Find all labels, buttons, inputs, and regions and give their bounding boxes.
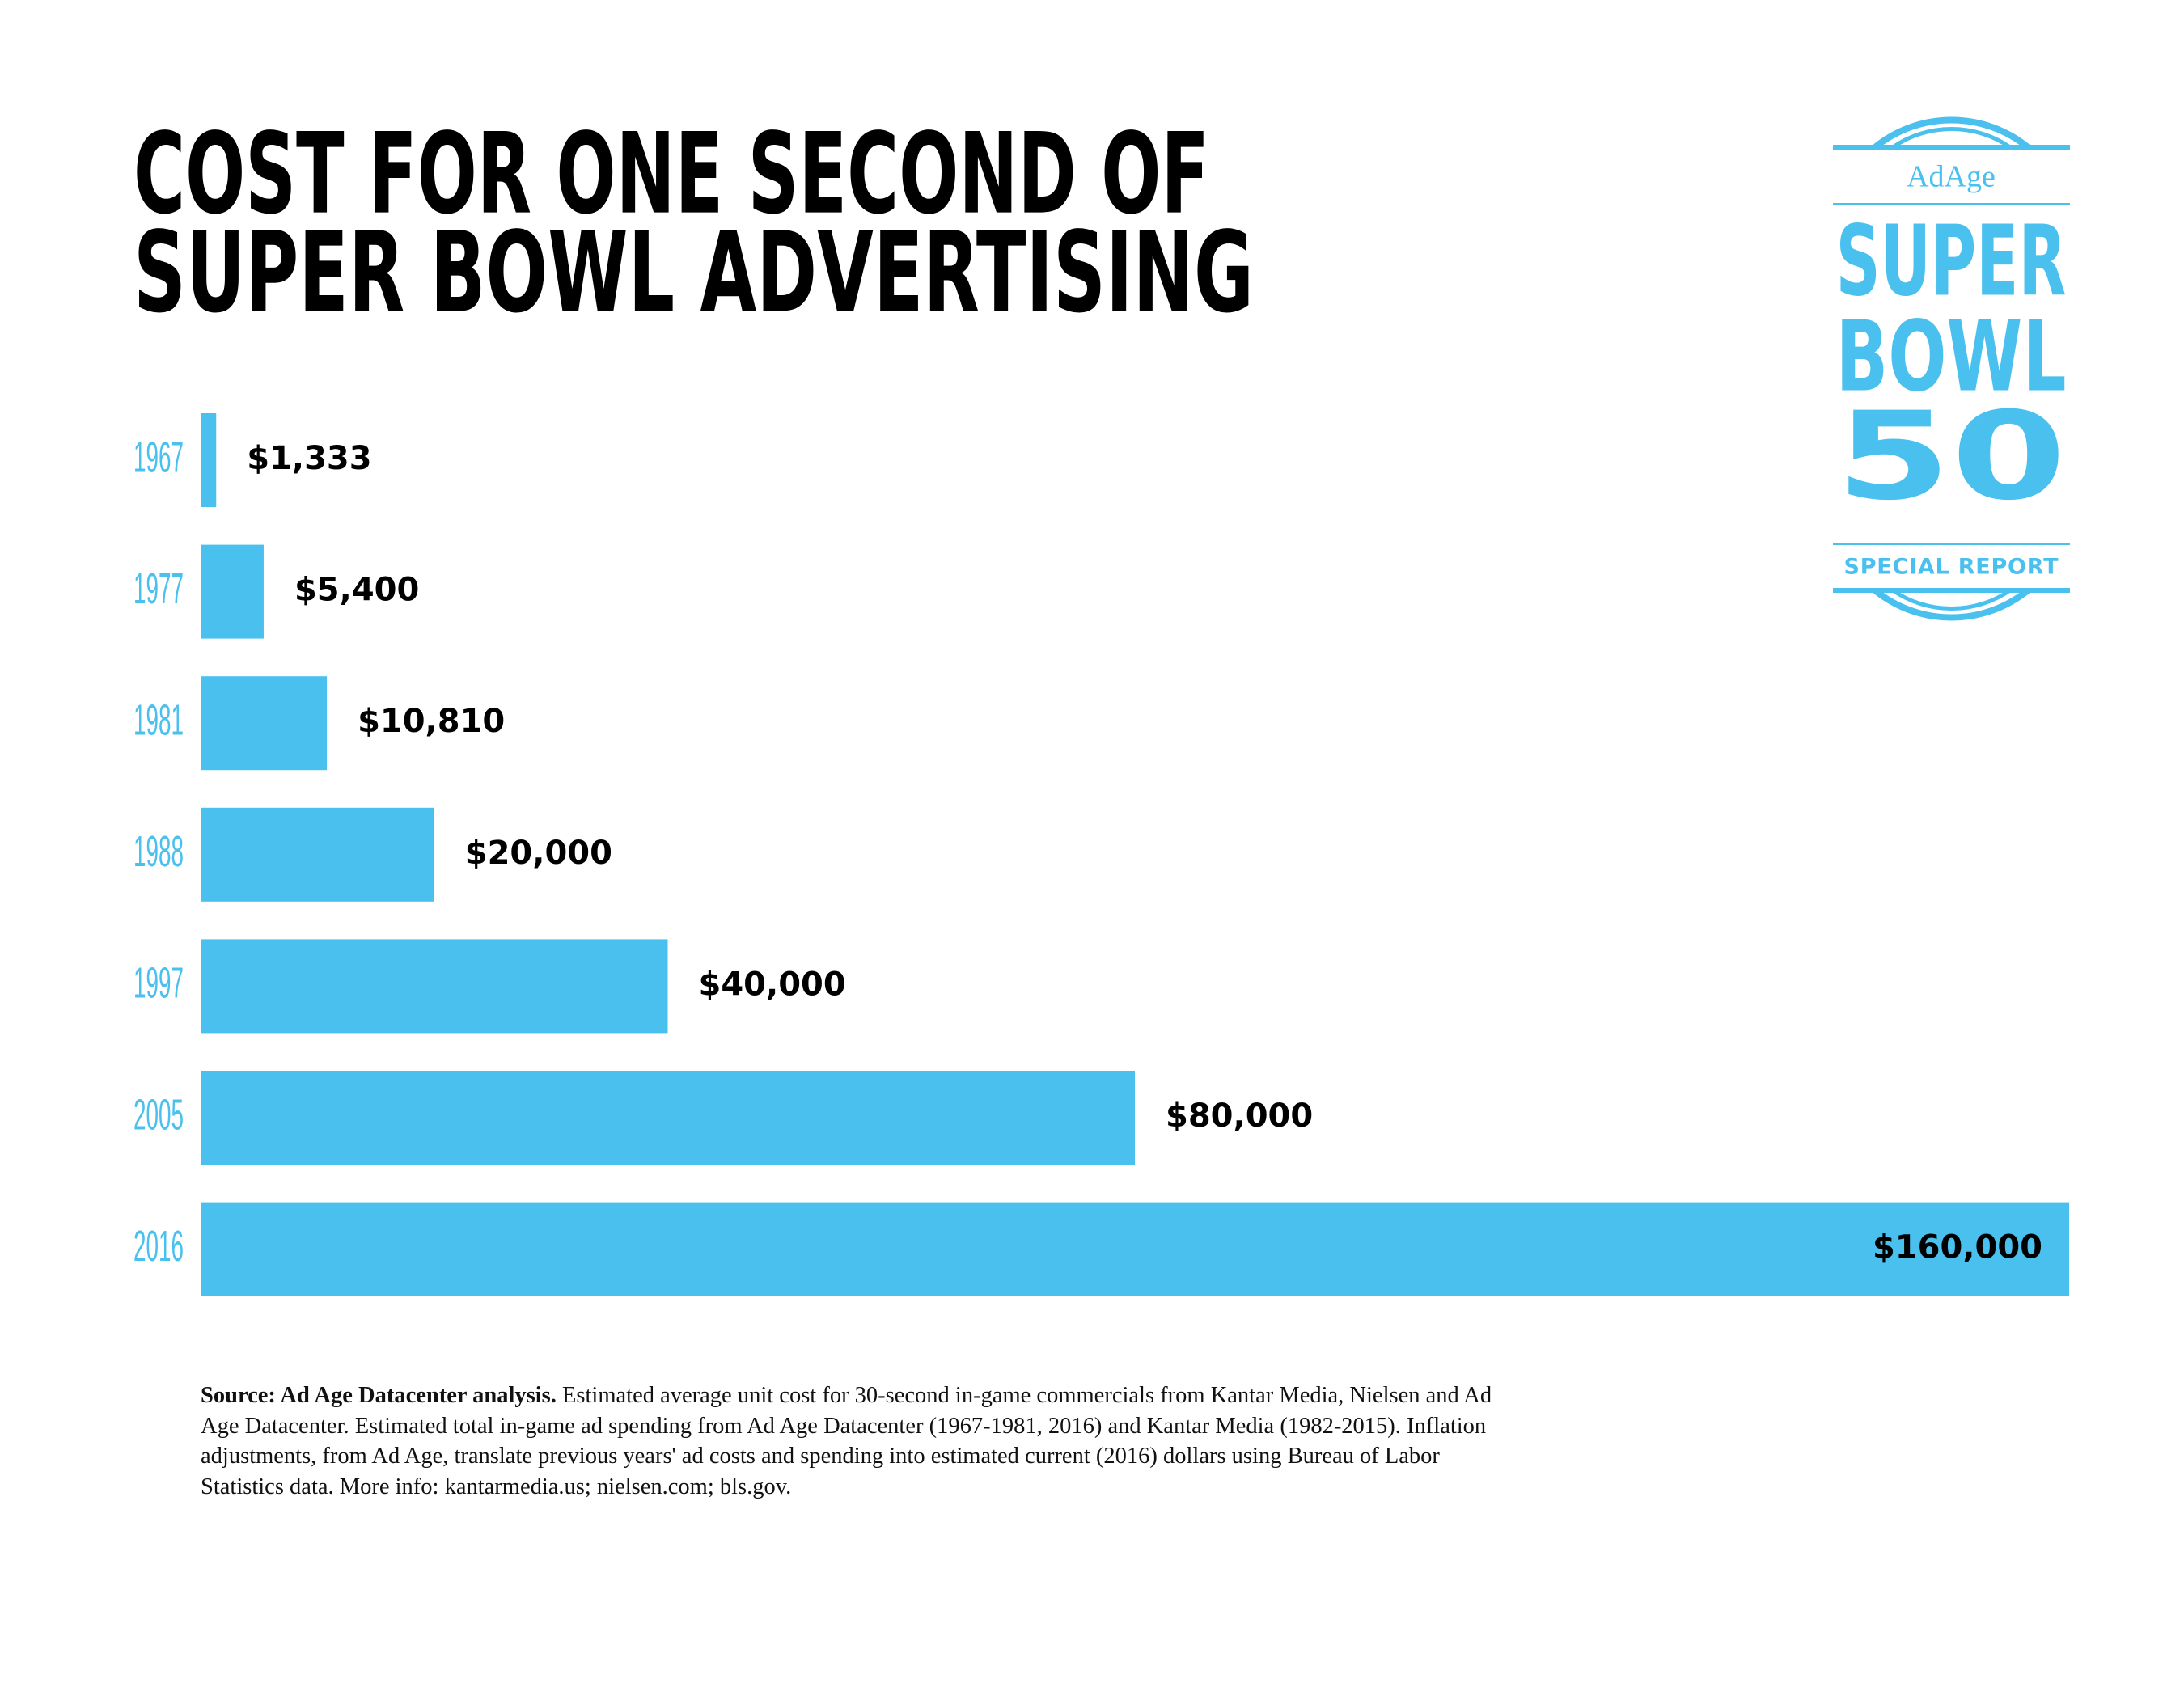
y-tick-label: 1977 [133,564,184,613]
bar [201,1202,2069,1296]
logo-brand: AdAge [1907,160,1996,194]
logo-tag: SPECIAL REPORT [1844,555,2059,580]
value-label: $160,000 [1873,1229,2042,1266]
value-label: $1,333 [247,440,371,477]
value-label: $5,400 [294,572,419,609]
y-tick-label: 1997 [133,959,184,1008]
source-lead: Source: Ad Age Datacenter analysis. [201,1383,557,1408]
value-label: $40,000 [699,966,846,1003]
chart-title: SUPER BOWL ADVERTISING [133,208,1254,338]
y-tick-label: 2016 [133,1222,184,1271]
bar [201,544,264,639]
source-note: Source: Ad Age Datacenter analysis. Esti… [201,1380,1527,1502]
y-tick-label: 2005 [133,1090,184,1139]
value-label: $10,810 [358,703,505,740]
logo [1833,116,2070,621]
bar [201,1071,1135,1165]
value-label: $20,000 [465,835,612,872]
logo-text: BOWL [1836,302,2067,414]
bar [201,676,328,771]
chart-title: COST FOR ONE SECOND OF [133,109,1209,239]
bar [201,807,434,902]
logo-text: SUPER [1836,206,2067,319]
y-tick-label: 1988 [133,827,184,876]
y-tick-label: 1967 [133,433,184,481]
logo-number: 50 [1836,387,2067,527]
value-label: $80,000 [1166,1097,1313,1135]
bar [201,413,217,507]
y-tick-label: 1981 [133,696,184,744]
source-text: Estimated average unit cost for 30-secon… [201,1383,1492,1499]
bar [201,939,668,1034]
